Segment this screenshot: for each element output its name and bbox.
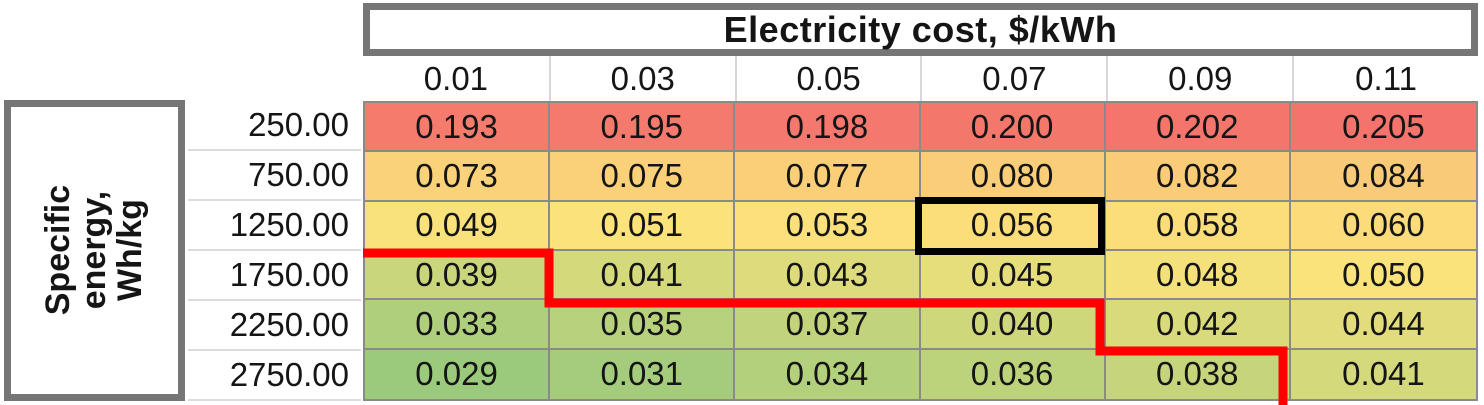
row-header: 2250.00 [188, 301, 361, 351]
row-header: 1250.00 [188, 201, 361, 251]
heatmap-cell: 0.035 [550, 300, 736, 350]
heatmap-cell: 0.050 [1290, 250, 1476, 301]
heatmap-cell: 0.077 [735, 152, 921, 202]
heatmap-cell: 0.031 [550, 349, 736, 399]
column-headers-row: 0.01 0.03 0.05 0.07 0.09 0.11 [363, 56, 1478, 101]
column-header: 0.03 [548, 56, 735, 101]
heatmap-cell: 0.045 [920, 250, 1106, 301]
heatmap-cell: 0.051 [550, 201, 736, 251]
heatmap-cell: 0.048 [1105, 250, 1291, 301]
heatmap-cell: 0.044 [1290, 300, 1476, 350]
row-header: 1750.00 [188, 251, 361, 301]
heatmap-cell: 0.060 [1290, 201, 1476, 251]
heatmap-grid: 0.193 0.195 0.198 0.200 0.202 0.205 0.073 0.075… [363, 101, 1478, 401]
row-header: 2750.00 [188, 351, 361, 401]
row-header: 250.00 [188, 101, 361, 151]
heatmap-cell: 0.039 [365, 250, 551, 301]
heatmap-cell: 0.202 [1105, 103, 1291, 153]
heatmap-cell: 0.073 [365, 152, 551, 202]
heatmap-cell: 0.058 [1105, 201, 1291, 251]
column-header: 0.05 [734, 56, 921, 101]
heatmap-cell: 0.200 [920, 103, 1106, 153]
heatmap-cell: 0.075 [550, 152, 736, 202]
heatmap-cell: 0.193 [365, 103, 551, 153]
heatmap-cell: 0.043 [735, 250, 921, 301]
column-header: 0.11 [1292, 56, 1478, 101]
heatmap-cell: 0.198 [735, 103, 921, 153]
heatmap-cell: 0.053 [735, 201, 921, 251]
heatmap-cell: 0.049 [365, 201, 551, 251]
x-axis-title: Electricity cost, $/kWh [363, 3, 1478, 56]
row-header: 750.00 [188, 151, 361, 201]
heatmap-cell: 0.036 [920, 349, 1106, 399]
heatmap-cell: 0.195 [550, 103, 736, 153]
heatmap-cell: 0.041 [1290, 349, 1476, 399]
heatmap-cell: 0.040 [920, 300, 1106, 350]
column-header: 0.07 [920, 56, 1106, 101]
heatmap-cell: 0.084 [1290, 152, 1476, 202]
heatmap-cell: 0.029 [365, 349, 551, 399]
heatmap-cell: 0.041 [550, 250, 736, 301]
column-header: 0.01 [423, 59, 489, 97]
x-axis-title-label: Electricity cost, $/kWh [723, 8, 1118, 50]
heatmap-cell: 0.038 [1105, 349, 1291, 399]
column-header: 0.09 [1106, 56, 1292, 101]
heatmap-cell: 0.082 [1105, 152, 1291, 202]
row-headers-column: 250.00 750.00 1250.00 1750.00 2250.00 2750.00 [188, 101, 361, 401]
y-axis-title-label: Specific energy, Wh/kg [39, 185, 150, 316]
heatmap-cell: 0.034 [735, 349, 921, 399]
heatmap-cell: 0.205 [1290, 103, 1476, 153]
heatmap-cell: 0.080 [920, 152, 1106, 202]
heatmap-cell: 0.042 [1105, 300, 1291, 350]
heatmap-cell: 0.056 [920, 201, 1106, 251]
y-axis-title: Specific energy, Wh/kg [4, 100, 185, 401]
heatmap-cell: 0.033 [365, 300, 551, 350]
heatmap-cell: 0.037 [735, 300, 921, 350]
